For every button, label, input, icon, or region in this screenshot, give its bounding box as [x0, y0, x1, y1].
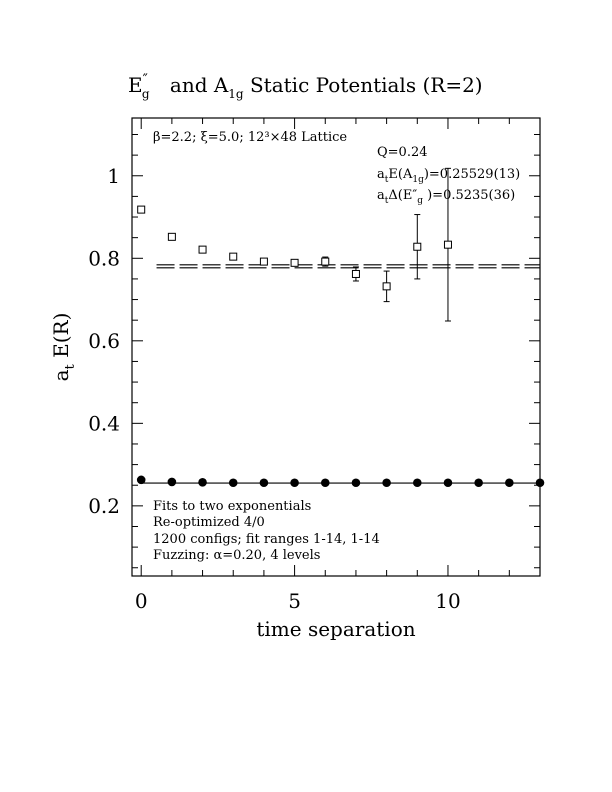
fit-eg: atΔ(E″g )=0.5235(36) [377, 188, 515, 206]
x-tick-label: 10 [435, 589, 460, 613]
point-ground-state [198, 478, 207, 487]
y-tick-label: 1 [107, 164, 120, 188]
footer-line-2: Re-optimized 4/0 [153, 515, 265, 530]
point-ground-state [351, 478, 361, 488]
point-excited-state [382, 282, 391, 291]
point-excited-state [290, 258, 299, 267]
point-excited-state [259, 257, 268, 266]
y-tick-label: 0.4 [88, 411, 120, 435]
x-axis-label: time separation [256, 617, 415, 641]
y-tick-label: 0.6 [88, 329, 120, 353]
point-ground-state [535, 478, 545, 488]
fit-a1g-sub: 1g [412, 175, 424, 185]
point-ground-state [320, 478, 330, 488]
fit-eg-value: )=0.5235(36) [423, 188, 515, 203]
fit-a1g-sub-t: t [385, 175, 389, 185]
data-points [136, 167, 545, 488]
point-excited-state [229, 252, 238, 261]
footer-line-4: Fuzzing: α=0.20, 4 levels [153, 548, 320, 563]
y-tick-label: 0.2 [88, 494, 120, 518]
point-ground-state [290, 478, 299, 488]
fit-a1g-prefix: a [377, 167, 385, 182]
chart-title: E″ g and A1g Static Potentials (R=2) [128, 72, 483, 101]
title-e-prime: ″ [143, 72, 148, 88]
point-ground-state [259, 478, 269, 488]
point-ground-state [167, 477, 177, 487]
point-excited-state [137, 205, 146, 214]
plot-frame [131, 117, 541, 577]
point-excited-state [351, 269, 360, 278]
header-annotation: β=2.2; ξ=5.0; 12³×48 Lattice [153, 130, 347, 145]
axis-tick-labels: 0 5 10 0.2 0.4 0.6 0.8 1 [88, 164, 461, 613]
title-and: and A [164, 73, 229, 97]
title-e-sub: g [142, 87, 150, 101]
title-e: E [128, 73, 143, 97]
title-rest: Static Potentials (R=2) [244, 73, 483, 97]
x-tick-label: 0 [135, 589, 148, 613]
fit-a1g-mid: E(A [388, 167, 413, 182]
fit-q: Q=0.24 [377, 145, 428, 160]
point-ground-state [412, 478, 422, 488]
y-label-main: a [49, 369, 73, 381]
point-ground-state [136, 475, 146, 485]
point-ground-state [443, 478, 453, 488]
x-tick-label: 5 [288, 589, 301, 613]
fit-lines [141, 264, 540, 484]
point-ground-state [505, 478, 514, 488]
point-ground-state [228, 478, 238, 488]
y-label-rest: E(R) [49, 313, 73, 365]
fit-eg-prefix: a [377, 188, 385, 203]
fit-eg-sub-t: t [385, 196, 389, 206]
point-excited-state [413, 242, 422, 251]
fit-a1g: atE(A1g)=0.25529(13) [377, 167, 520, 185]
fit-a1g-value: )=0.25529(13) [424, 167, 520, 182]
footer-line-3: 1200 configs; fit ranges 1-14, 1-14 [153, 532, 380, 547]
y-tick-label: 0.8 [88, 246, 120, 270]
y-label-sub: t [63, 363, 78, 369]
point-ground-state [382, 478, 391, 488]
point-excited-state [167, 232, 176, 241]
y-axis-label: at E(R) [49, 313, 78, 382]
point-excited-state [198, 245, 207, 254]
point-excited-state [321, 257, 330, 266]
point-excited-state [443, 240, 452, 249]
fit-eg-sub: g [417, 196, 423, 206]
point-ground-state [474, 478, 483, 488]
title-a-sub: 1g [228, 87, 244, 101]
fit-eg-mid: Δ(E″ [388, 188, 417, 203]
footer-line-1: Fits to two exponentials [153, 499, 311, 514]
